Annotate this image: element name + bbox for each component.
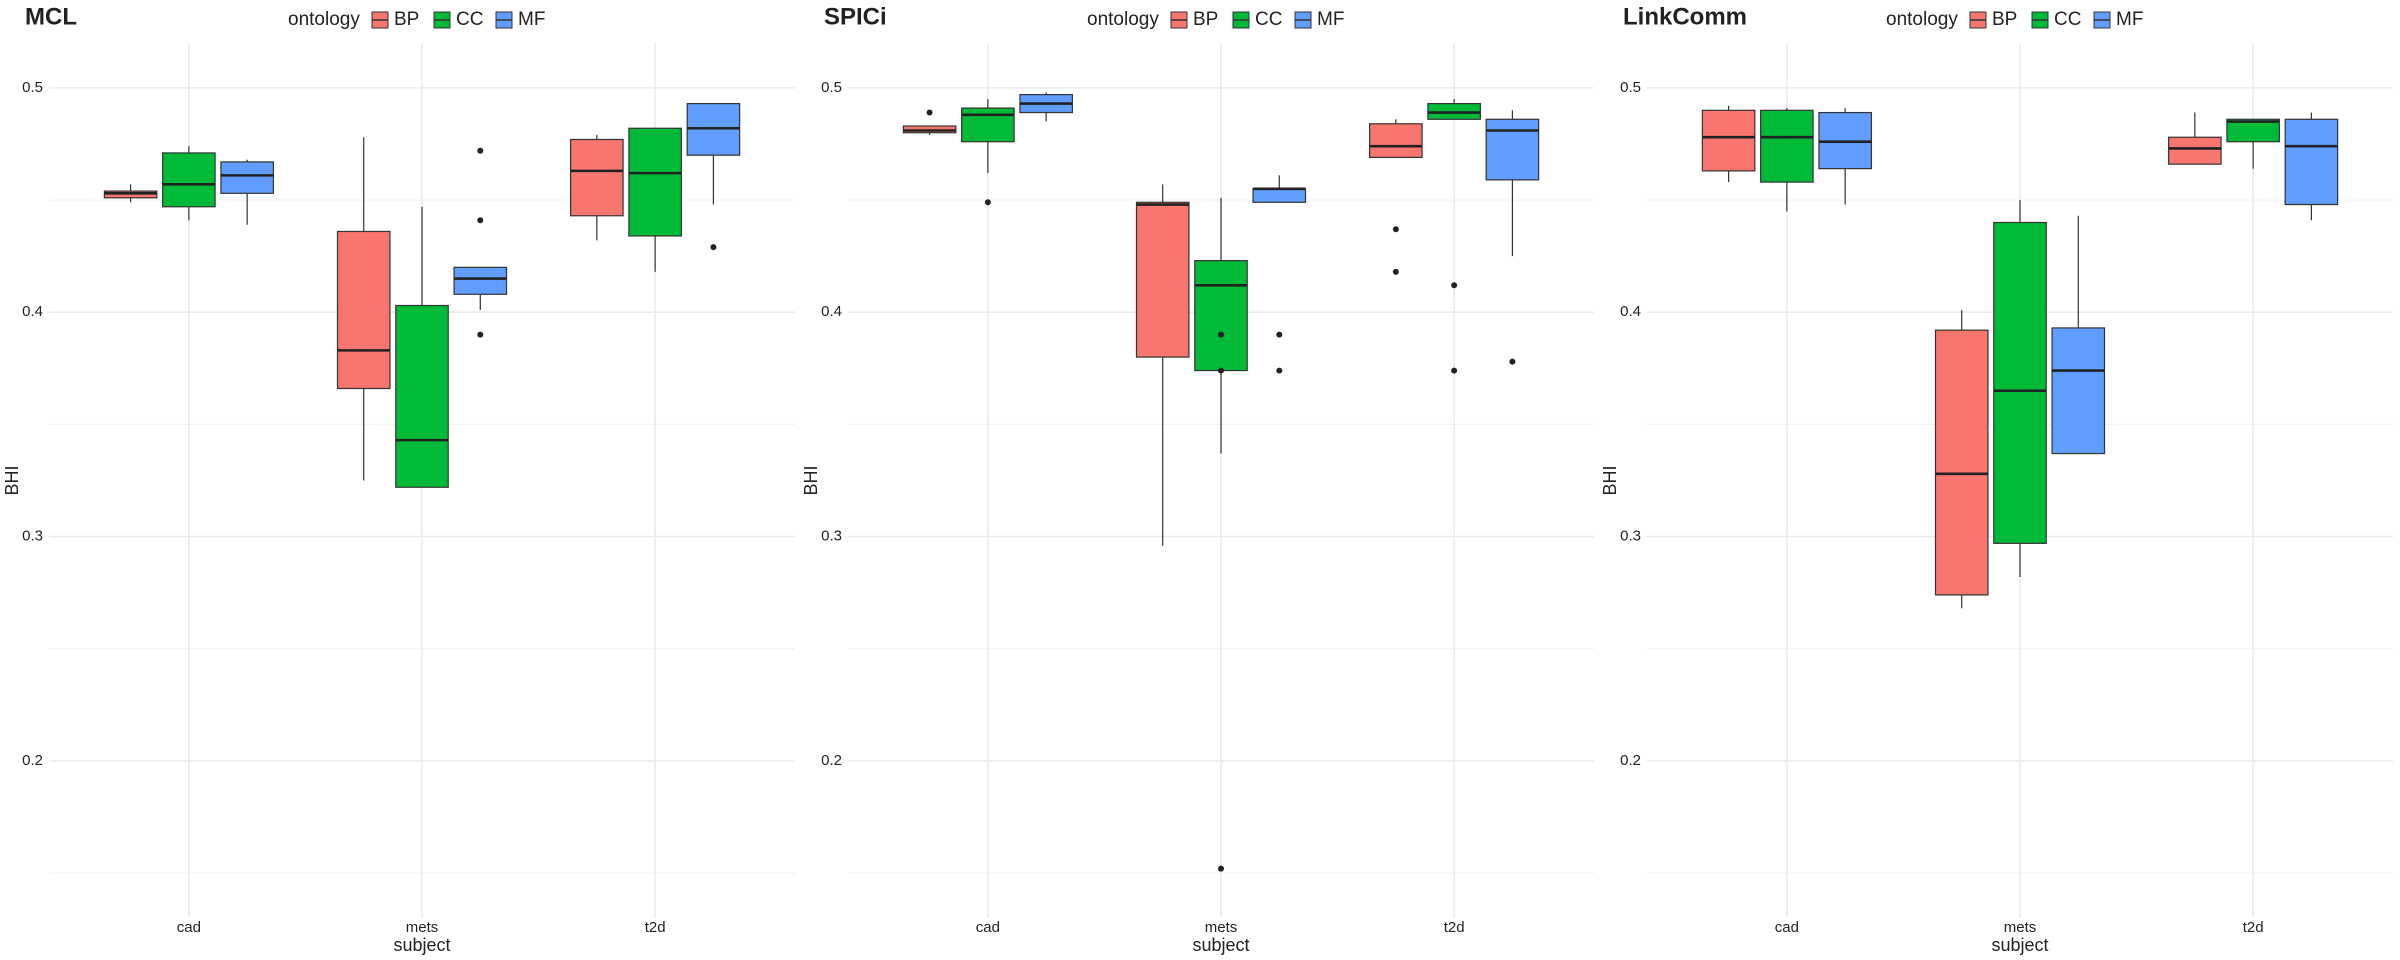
outlier bbox=[1451, 282, 1458, 289]
y-axis-title: BHI bbox=[801, 465, 821, 495]
outlier bbox=[1451, 367, 1458, 374]
legend-title: ontology bbox=[1886, 9, 1958, 30]
legend-label: MF bbox=[2116, 9, 2143, 30]
box bbox=[961, 107, 1015, 143]
box bbox=[220, 161, 274, 194]
legend-label: BP bbox=[1193, 9, 1218, 30]
legend-label: BP bbox=[394, 9, 419, 30]
y-axis-title: BHI bbox=[1600, 465, 1620, 495]
box bbox=[1135, 201, 1190, 358]
outlier bbox=[1276, 331, 1283, 338]
y-tick-label: 0.4 bbox=[22, 303, 43, 320]
y-tick-label: 0.2 bbox=[1620, 752, 1641, 769]
y-tick-label: 0.4 bbox=[1620, 303, 1641, 320]
outlier bbox=[1392, 268, 1399, 275]
outlier bbox=[1218, 367, 1224, 374]
y-tick-label: 0.5 bbox=[1620, 79, 1641, 96]
box bbox=[1485, 118, 1540, 181]
x-tick-label: mets bbox=[1205, 919, 1238, 936]
legend-title: ontology bbox=[1087, 9, 1159, 30]
outlier bbox=[1509, 358, 1516, 365]
x-tick-label: mets bbox=[2004, 919, 2037, 936]
x-axis-title: subject bbox=[1991, 935, 2048, 955]
box bbox=[2168, 136, 2222, 165]
box bbox=[453, 266, 508, 295]
legend-title: ontology bbox=[288, 9, 360, 30]
box bbox=[1252, 188, 1307, 203]
x-tick-label: mets bbox=[406, 919, 439, 936]
legend-label: MF bbox=[518, 9, 545, 30]
x-tick-label: cad bbox=[1775, 919, 1799, 936]
x-tick-label: t2d bbox=[1444, 919, 1465, 936]
outlier bbox=[984, 199, 991, 206]
panel: 0.2 0.3 0.4 0.5 cad mets t2d LinkComm subject BHI… bbox=[1600, 3, 2393, 955]
outlier bbox=[1218, 865, 1224, 872]
outlier bbox=[1392, 226, 1399, 233]
y-tick-label: 0.5 bbox=[22, 79, 43, 96]
outlier bbox=[1218, 331, 1224, 338]
panel: 0.2 0.3 0.4 0.5 cad mets t2d MCL subject BHI ontol… bbox=[2, 3, 795, 955]
chart-title: LinkComm bbox=[1623, 3, 1747, 30]
outlier bbox=[926, 109, 933, 116]
chart-title: MCL bbox=[25, 3, 77, 30]
box bbox=[1993, 221, 2047, 544]
box bbox=[1194, 260, 1248, 372]
box bbox=[1701, 109, 1756, 172]
x-axis-title: subject bbox=[1192, 935, 1249, 955]
y-tick-label: 0.3 bbox=[1620, 528, 1641, 545]
y-tick-label: 0.2 bbox=[821, 752, 842, 769]
legend-label: CC bbox=[456, 9, 483, 30]
legend-label: CC bbox=[1255, 9, 1282, 30]
y-tick-label: 0.4 bbox=[821, 303, 842, 320]
y-tick-label: 0.5 bbox=[821, 79, 842, 96]
legend-label: BP bbox=[1992, 9, 2017, 30]
outlier bbox=[477, 331, 484, 338]
box bbox=[162, 152, 216, 208]
legend-label: MF bbox=[1317, 9, 1344, 30]
y-tick-label: 0.3 bbox=[821, 528, 842, 545]
outlier bbox=[710, 244, 717, 251]
box bbox=[2284, 118, 2339, 206]
box bbox=[2051, 327, 2106, 455]
box bbox=[628, 127, 682, 237]
outlier bbox=[477, 147, 484, 154]
box bbox=[1760, 109, 1814, 183]
box bbox=[570, 138, 624, 217]
x-tick-label: cad bbox=[177, 919, 201, 936]
box bbox=[1934, 329, 1989, 596]
x-tick-label: t2d bbox=[645, 919, 666, 936]
chart-title: SPICi bbox=[824, 3, 887, 30]
x-axis-title: subject bbox=[393, 935, 450, 955]
legend-label: CC bbox=[2054, 9, 2081, 30]
outlier bbox=[477, 217, 484, 224]
box bbox=[2226, 118, 2280, 143]
box bbox=[1369, 123, 1423, 159]
x-tick-label: cad bbox=[976, 919, 1000, 936]
y-tick-label: 0.2 bbox=[22, 752, 43, 769]
outlier bbox=[1276, 367, 1283, 374]
y-axis-title: BHI bbox=[2, 465, 22, 495]
box bbox=[336, 230, 391, 390]
x-tick-label: t2d bbox=[2243, 919, 2264, 936]
box bbox=[395, 304, 449, 488]
y-tick-label: 0.3 bbox=[22, 528, 43, 545]
panel: 0.2 0.3 0.4 0.5 cad mets t2d SPICi subject BHI ont… bbox=[801, 3, 1594, 955]
